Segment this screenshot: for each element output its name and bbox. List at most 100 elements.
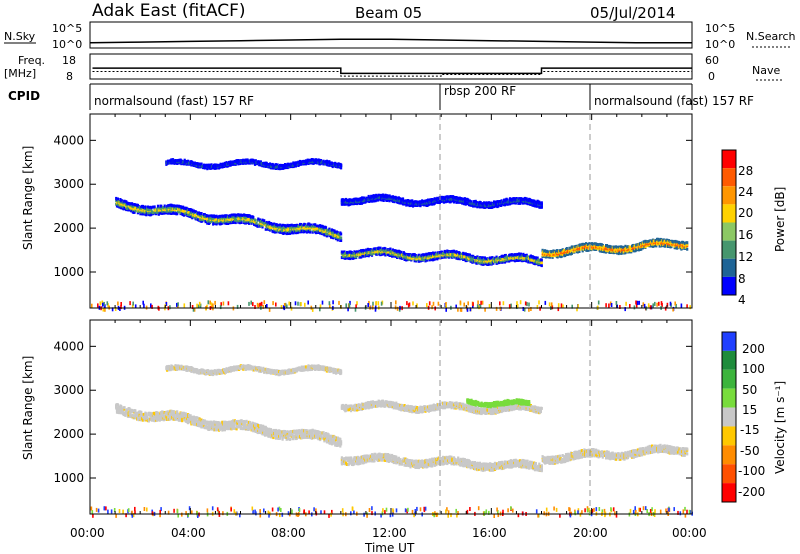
scatter-cell [206,304,208,309]
range-gate-cell [282,232,285,235]
scatter-cell [345,303,347,308]
range-gate-cell [290,229,293,233]
range-gate-cell [219,220,222,223]
range-gate-cell [208,427,211,431]
range-gate-cell [204,220,207,224]
range-gate-cell [428,258,431,262]
scatter-cell [97,303,99,308]
range-gate-cell [270,435,273,439]
range-gate-cell [247,218,250,222]
scatter-cell [280,305,283,309]
range-gate-cell [631,249,634,252]
scatter-cell [526,302,528,307]
range-gate-cell [147,419,150,423]
range-gate-cell [136,206,139,210]
scatter-cell [615,301,618,305]
range-gate-cell [265,227,268,231]
scatter-cell [114,307,117,311]
range-gate-cell [240,424,243,428]
range-gate-cell [188,214,191,218]
range-gate-cell [234,221,237,225]
power-cbar-tick-28: 28 [738,164,753,178]
range-gate-cell [405,199,408,203]
range-gate-cell [635,248,638,252]
scatter-cell [248,301,250,306]
freq-right-tick-bottom: 0 [708,70,715,83]
scatter-cell [548,302,551,307]
scatter-cell [571,304,573,309]
range-gate-cell [241,420,244,424]
range-gate-cell [217,421,221,425]
scatter-cell [669,301,672,306]
velocity-heatmap [90,364,693,518]
scatter-cell [120,302,122,306]
range-gate-cell [210,163,213,167]
range-gate-cell [314,231,318,235]
range-gate-cell [341,200,344,204]
scatter-cell [508,304,511,309]
range-gate-cell [215,214,218,218]
range-gate-cell [546,250,549,254]
scatter-cell [459,307,462,312]
range-gate-cell [563,249,566,252]
range-gate-cell [212,420,216,424]
range-gate-cell [260,428,263,432]
scatter-cell [597,300,600,305]
scatter-cell [557,307,560,312]
scatter-cell [222,301,225,306]
range-gate-cell [328,227,331,231]
scatter-cell [638,300,640,305]
scatter-cell [445,302,447,306]
scatter-cell [539,306,541,311]
scatter-cell [106,301,109,306]
range-gate-cell [356,250,359,254]
range-gate-cell [273,222,276,226]
scatter-cell [478,305,480,310]
range-gate-cell [403,252,406,256]
scatter-cell [266,304,268,308]
range-gate-cell [123,406,126,410]
scatter-cell [117,301,119,306]
range-gate-cell [232,160,235,164]
range-gate-cell [508,259,511,263]
range-gate-cell [624,251,627,255]
scatter-cell [523,307,526,312]
range-gate-cell [166,410,170,414]
range-gate-cell [196,416,199,420]
range-gate-cell [590,247,593,251]
scatter-cell [412,301,414,306]
range-gate-cell [650,244,653,248]
scatter-cell [484,307,486,312]
range-gate-cell [202,424,206,427]
range-gate-cell [200,212,203,215]
scatter-cell [372,301,374,306]
range-gate-cell [468,199,471,203]
range-gate-cell [373,249,376,252]
scatter-cell [551,305,554,310]
range-gate-cell [578,250,581,253]
range-gate-cell [133,210,136,214]
range-gate-cell [228,420,231,424]
range-gate-cell [483,256,486,260]
range-gate-cell [159,414,162,418]
range-gate-cell [293,225,296,229]
scatter-cell [257,303,260,308]
scatter-cell [102,302,104,307]
range-gate-cell [299,223,303,226]
range-gate-cell [156,207,160,211]
range-gate-cell [314,227,317,231]
range-gate-cell [557,252,560,256]
noise-panel-frame [89,21,693,49]
range-gate-cell [233,426,236,430]
range-gate-cell [560,254,563,258]
scatter-cell [199,303,202,308]
range-gate-cell [177,210,180,214]
range-gate-cell [177,412,180,416]
range-gate-cell [254,159,257,163]
range-gate-cell [640,247,643,251]
scatter-cell [609,301,612,306]
range-gate-cell [401,197,405,201]
range-gate-cell [242,423,245,426]
scatter-cell [311,307,314,312]
